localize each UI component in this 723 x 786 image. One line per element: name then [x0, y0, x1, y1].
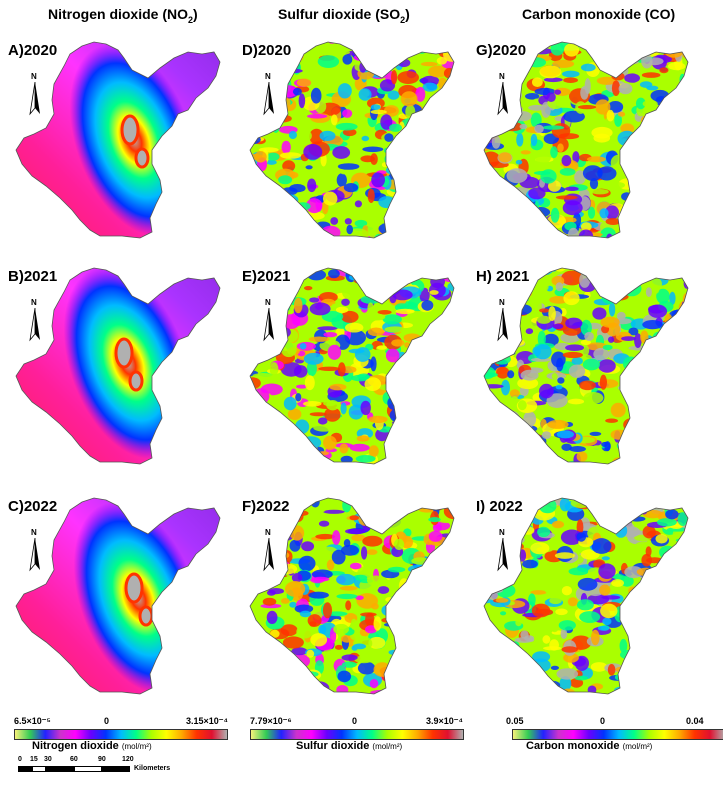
scale-tick: 0	[18, 756, 22, 763]
map-image	[483, 267, 689, 465]
map-panel-no2-2020: N A)2020	[2, 40, 240, 280]
scale-segment	[102, 766, 130, 772]
map-panel-co-2022: N I) 2022	[470, 496, 708, 736]
north-label: N	[31, 528, 37, 537]
scale-unit-label: Kilometers	[134, 765, 171, 772]
legend-co: 0.05 0 0.04 Carbon monoxide (mol/m²)	[492, 716, 723, 776]
map-image	[249, 41, 455, 239]
legend-min: 7.79×10⁻⁶	[250, 716, 292, 726]
map-panel-no2-2021: N B)2021	[2, 266, 240, 506]
legend-max: 0.04	[686, 716, 704, 726]
map-panel-co-2021: N H) 2021	[470, 266, 708, 506]
scale-segment	[74, 766, 102, 772]
north-label: N	[31, 298, 37, 307]
north-arrow-icon: N	[28, 298, 42, 342]
legend-max: 3.15×10⁻⁴	[186, 716, 228, 726]
north-arrow-icon: N	[262, 298, 276, 342]
column-title-co: Carbon monoxide (CO)	[522, 6, 676, 22]
north-label: N	[265, 72, 271, 81]
scale-tick: 60	[70, 756, 78, 763]
north-arrow-icon: N	[262, 72, 276, 116]
north-arrow-icon: N	[28, 528, 42, 572]
legend-min: 6.5×10⁻⁵	[14, 716, 51, 726]
panel-label: F)2022	[242, 498, 290, 515]
scale-segment	[32, 766, 46, 772]
scale-tick: 15	[30, 756, 38, 763]
map-image	[249, 497, 455, 695]
map-panel-co-2020: N G)2020	[470, 40, 708, 280]
legend-so2: 7.79×10⁻⁶ 0 3.9×10⁻⁴ Sulfur dioxide (mol…	[250, 716, 480, 776]
scale-bar: 0 15 30 60 90 120 Kilometers	[18, 756, 208, 782]
legend-title: Sulfur dioxide (mol/m²)	[296, 740, 403, 752]
north-label: N	[265, 298, 271, 307]
panel-label: D)2020	[242, 42, 292, 59]
panel-label: H) 2021	[476, 268, 530, 285]
north-label: N	[499, 72, 505, 81]
panel-label: A)2020	[8, 42, 58, 59]
north-label: N	[499, 528, 505, 537]
map-image	[249, 267, 455, 465]
north-label: N	[265, 528, 271, 537]
north-label: N	[499, 298, 505, 307]
map-image	[483, 497, 689, 695]
scale-segment	[18, 766, 32, 772]
map-image	[15, 41, 221, 239]
map-panel-so2-2020: N D)2020	[236, 40, 474, 280]
north-arrow-icon: N	[496, 298, 510, 342]
map-panel-no2-2022: N C)2022	[2, 496, 240, 736]
legend-color-ramp	[14, 729, 228, 740]
legend-title: Carbon monoxide (mol/m²)	[526, 740, 653, 752]
legend-mid: 0	[104, 716, 110, 726]
column-title-no2: Nitrogen dioxide (NO2)	[48, 6, 198, 25]
map-image	[15, 267, 221, 465]
column-title-so2: Sulfur dioxide (SO2)	[278, 6, 410, 25]
panel-label: C)2022	[8, 498, 58, 515]
legend-color-ramp	[250, 729, 464, 740]
legend-min: 0.05	[506, 716, 524, 726]
scale-tick: 30	[44, 756, 52, 763]
north-arrow-icon: N	[496, 528, 510, 572]
map-image	[15, 497, 221, 695]
north-arrow-icon: N	[496, 72, 510, 116]
scale-tick: 90	[98, 756, 106, 763]
map-panel-so2-2021: N E)2021	[236, 266, 474, 506]
north-arrow-icon: N	[262, 528, 276, 572]
panel-label: G)2020	[476, 42, 527, 59]
legend-title: Nitrogen dioxide (mol/m²)	[32, 740, 152, 752]
map-panel-so2-2022: N F)2022	[236, 496, 474, 736]
panel-label: B)2021	[8, 268, 58, 285]
legend-max: 3.9×10⁻⁴	[426, 716, 463, 726]
legend-color-ramp	[512, 729, 723, 740]
scale-segment	[46, 766, 74, 772]
map-image	[483, 41, 689, 239]
legend-no2: 6.5×10⁻⁵ 0 3.15×10⁻⁴ Nitrogen dioxide (m…	[14, 716, 244, 776]
scale-tick: 120	[122, 756, 134, 763]
north-arrow-icon: N	[28, 72, 42, 116]
panel-label: E)2021	[242, 268, 291, 285]
north-label: N	[31, 72, 37, 81]
legend-mid: 0	[600, 716, 606, 726]
panel-label: I) 2022	[476, 498, 523, 515]
legend-mid: 0	[352, 716, 358, 726]
